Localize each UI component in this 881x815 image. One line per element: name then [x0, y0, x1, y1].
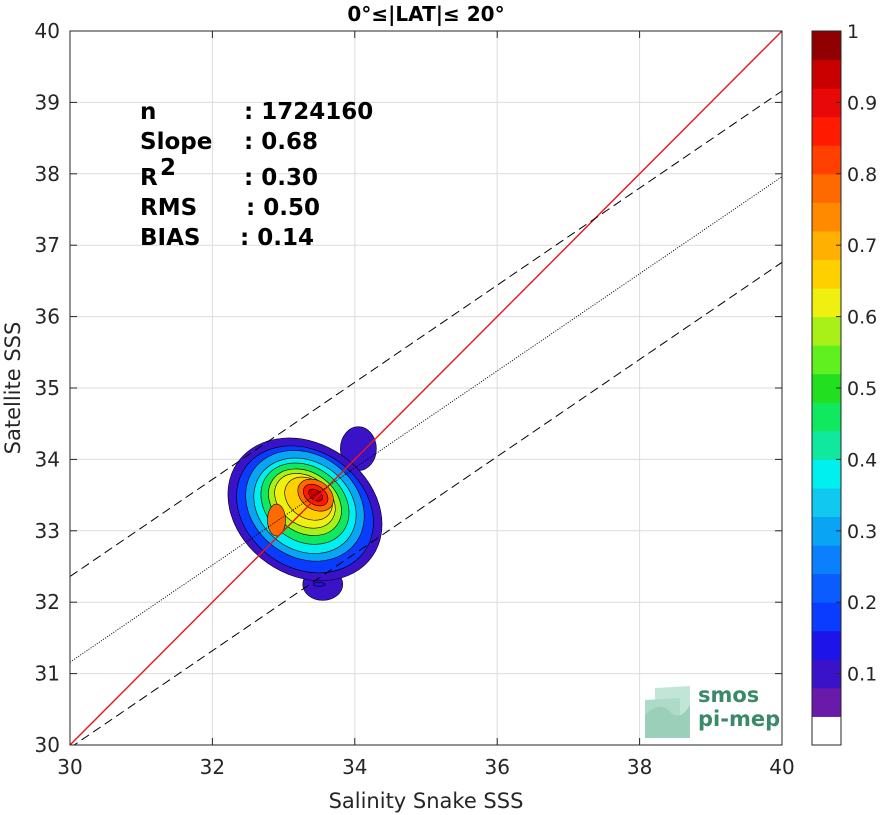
colorbar-tick-label: 0.1 [847, 664, 877, 686]
smos-pi-mep-logo: smos pi-mep [645, 683, 780, 738]
colorbar-segment [812, 716, 841, 746]
stat-label-superscript: 2 [160, 155, 176, 181]
colorbar-tick-label: 0.6 [847, 307, 877, 329]
one-to-one-line [70, 31, 782, 745]
colorbar-tick-label: 1 [847, 21, 859, 43]
colorbar-tick-label: 0.4 [847, 449, 877, 471]
logo-line2: pi-mep [698, 707, 780, 731]
x-tick-label: 34 [342, 755, 367, 779]
colorbar-tick-label: 0.3 [847, 521, 877, 543]
bound-line [73, 261, 782, 745]
colorbar-segment [812, 630, 841, 660]
y-tick-label: 36 [35, 305, 60, 329]
x-tick-label: 40 [769, 755, 794, 779]
colorbar-segment [812, 288, 841, 318]
bound-line [70, 90, 782, 577]
stat-label: n [140, 99, 156, 125]
colorbar-segment [812, 173, 841, 203]
colorbar-segment [812, 345, 841, 375]
x-tick-label: 30 [57, 755, 82, 779]
statistics-box: n : 1724160 Slope : 0.68 R 2 : 0.30 RMS : 0.50 BI… [140, 99, 373, 251]
stat-value: : 1724160 [244, 99, 373, 125]
x-tick-label: 36 [484, 755, 509, 779]
regression-line [70, 176, 782, 663]
reference-lines [70, 31, 782, 745]
y-tick-label: 38 [35, 162, 60, 186]
density-contour-level [308, 488, 323, 502]
colorbar-tick-label: 0.5 [847, 378, 877, 400]
colorbar-segment [812, 545, 841, 575]
x-tick-label: 32 [200, 755, 225, 779]
logo-line1: smos [698, 683, 759, 707]
x-tick-label: 38 [627, 755, 652, 779]
stat-value: : 0.14 [240, 225, 314, 251]
stat-label: RMS [140, 195, 197, 221]
colorbar-segment [812, 430, 841, 460]
stat-value: : 0.68 [244, 129, 318, 155]
y-tick-label: 31 [35, 662, 60, 686]
y-tick-label: 35 [35, 376, 60, 400]
stat-value: : 0.50 [246, 195, 320, 221]
y-axis-title: Satellite SSS [1, 322, 25, 455]
y-tick-label: 37 [35, 233, 60, 257]
colorbar-segment [812, 31, 841, 61]
colorbar: 0.1 0.2 0.3 0.4 0.5 0.6 0.7 0.8 0.9 1 [811, 21, 877, 746]
colorbar-tick-label: 0.2 [847, 592, 877, 614]
stat-label: R [140, 165, 158, 191]
colorbar-segment [812, 687, 841, 717]
colorbar-segment [812, 459, 841, 489]
colorbar-segment [812, 202, 841, 232]
colorbar-segment [812, 316, 841, 346]
colorbar-segment [812, 573, 841, 603]
y-tick-label: 40 [35, 19, 60, 43]
colorbar-segment [812, 116, 841, 146]
y-tick-label: 34 [35, 447, 60, 471]
x-axis-title: Salinity Snake SSS [329, 789, 524, 813]
colorbar-segment [812, 402, 841, 432]
density-lobe-core [312, 582, 326, 587]
x-axis-ticks: 30 32 34 36 38 40 [57, 31, 795, 779]
chart-title: 0°≤|LAT|≤ 20° [347, 2, 504, 26]
colorbar-segment [812, 259, 841, 289]
colorbar-tick-label: 0.8 [847, 164, 877, 186]
y-axis-ticks: 30 31 32 33 34 35 36 37 38 39 40 [35, 19, 782, 757]
y-tick-label: 39 [35, 90, 60, 114]
y-tick-label: 33 [35, 519, 60, 543]
stat-label: Slope [140, 129, 212, 155]
colorbar-tick-label: 0.9 [847, 92, 877, 114]
colorbar-segment [812, 487, 841, 518]
colorbar-segment [812, 602, 841, 632]
y-tick-label: 32 [35, 590, 60, 614]
stat-value: : 0.30 [244, 165, 318, 191]
density-secondary-peak [267, 503, 286, 537]
colorbar-tick-label: 0.7 [847, 235, 877, 257]
colorbar-segment [812, 145, 841, 175]
y-tick-label: 30 [35, 733, 60, 757]
stat-label: BIAS [140, 225, 200, 251]
colorbar-segment [812, 59, 841, 89]
